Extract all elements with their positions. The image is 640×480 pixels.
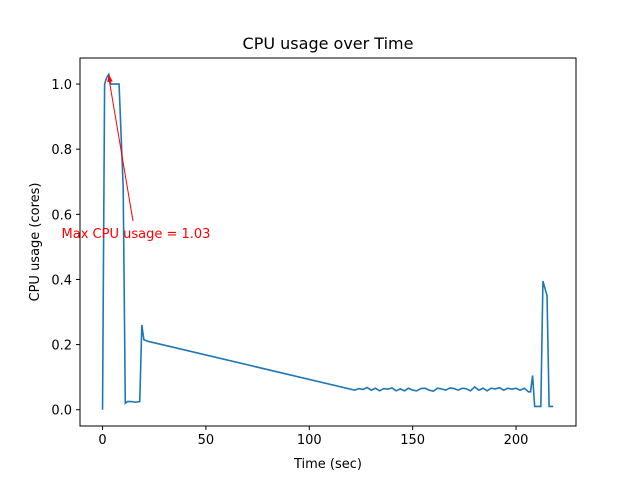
x-tick-label: 100 xyxy=(297,433,322,448)
series-line xyxy=(101,72,554,410)
y-axis-label: CPU usage (cores) xyxy=(28,183,43,302)
x-tick-label: 0 xyxy=(98,433,106,448)
x-axis-label: Time (sec) xyxy=(293,457,362,472)
x-tick-label: 50 xyxy=(198,433,215,448)
y-tick-label: 0.0 xyxy=(51,404,72,419)
plot-frame xyxy=(79,57,577,427)
annotation-arrowhead xyxy=(107,74,113,83)
chart-title: CPU usage over Time xyxy=(243,34,414,53)
annotation-text: Max CPU usage = 1.03 xyxy=(62,227,211,242)
y-tick-label: 0.6 xyxy=(51,208,72,223)
y-tick-label: 1.0 xyxy=(51,78,72,93)
annotation-arrow xyxy=(108,77,134,222)
x-tick-label: 150 xyxy=(400,433,425,448)
y-tick-label: 0.4 xyxy=(51,273,72,288)
y-tick-label: 0.2 xyxy=(51,339,72,354)
y-tick-label: 0.8 xyxy=(51,143,72,158)
x-tick-label: 200 xyxy=(504,433,529,448)
